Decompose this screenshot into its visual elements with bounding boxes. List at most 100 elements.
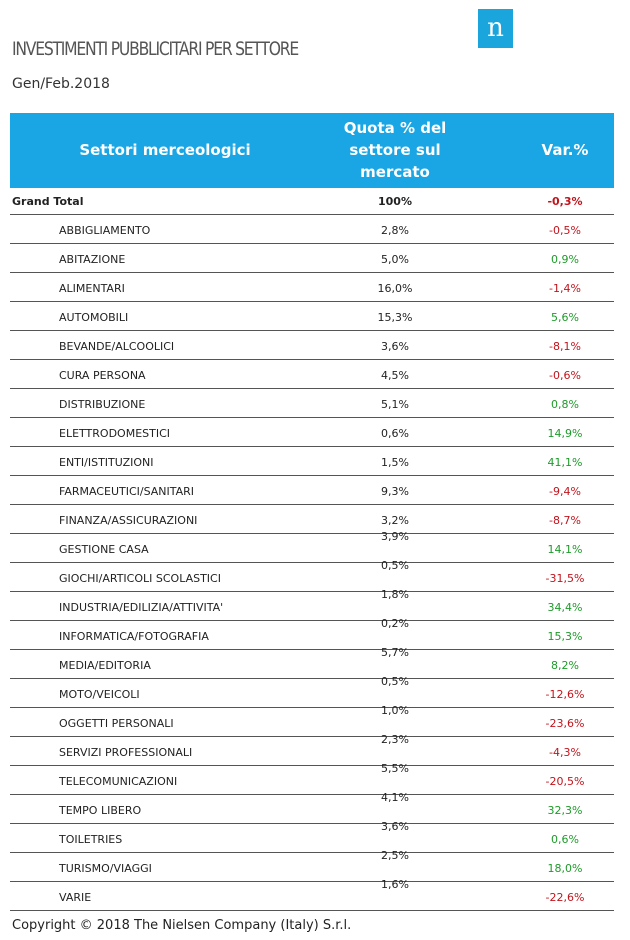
sector-var: 8,2%	[551, 659, 579, 672]
sector-var: 32,3%	[547, 804, 583, 817]
sector-var: -0,6%	[549, 369, 581, 382]
table-row: SERVIZI PROFESSIONALI 2,3% -4,3%	[10, 733, 614, 766]
sector-quota: 5,0%	[381, 253, 409, 266]
table-row: VARIE 1,6% -22,6%	[10, 878, 614, 911]
logo-letter: n	[487, 13, 504, 43]
header-quota-line2: settore sul	[349, 141, 441, 159]
table-row: CURA PERSONA 4,5% -0,6%	[10, 360, 614, 389]
sector-name: GESTIONE CASA	[59, 543, 149, 556]
table-row: GESTIONE CASA 3,9% 14,1%	[10, 530, 614, 563]
sector-name: ABBIGLIAMENTO	[59, 224, 151, 237]
sector-var: -9,4%	[549, 485, 581, 498]
sector-var: -22,6%	[545, 891, 585, 904]
sector-quota: 16,0%	[377, 282, 413, 295]
sector-quota: 5,5%	[381, 762, 409, 775]
sector-quota: 3,2%	[381, 514, 409, 527]
sector-quota: 0,6%	[381, 427, 409, 440]
header-sector: Settori merceologici	[79, 141, 251, 159]
sector-quota: 2,8%	[381, 224, 409, 237]
sector-name: OGGETTI PERSONALI	[59, 717, 174, 730]
table-row: ABITAZIONE 5,0% 0,9%	[10, 244, 614, 273]
sector-quota: 0,5%	[381, 559, 409, 572]
sector-table: Grand Total 100% -0,3% ABBIGLIAMENTO 2,8%…	[10, 188, 614, 911]
table-row: OGGETTI PERSONALI 1,0% -23,6%	[10, 704, 614, 737]
sector-var: 0,6%	[551, 833, 579, 846]
grand-total-row: Grand Total 100% -0,3%	[10, 188, 614, 215]
sector-var: -8,7%	[549, 514, 581, 527]
sector-var: 0,8%	[551, 398, 579, 411]
nielsen-logo: n	[478, 9, 513, 48]
sector-var: 18,0%	[547, 862, 583, 875]
table-row: ELETTRODOMESTICI 0,6% 14,9%	[10, 418, 614, 447]
sector-name: ENTI/ISTITUZIONI	[59, 456, 154, 469]
table-row: FINANZA/ASSICURAZIONI 3,2% -8,7%	[10, 505, 614, 534]
sector-quota: 1,8%	[381, 588, 409, 601]
sector-var: 34,4%	[547, 601, 583, 614]
sector-var: -31,5%	[545, 572, 585, 585]
sector-name: SERVIZI PROFESSIONALI	[59, 746, 193, 759]
sector-quota: 2,5%	[381, 849, 409, 862]
sector-var: 14,9%	[547, 427, 583, 440]
sector-quota: 1,6%	[381, 878, 409, 891]
page-title: INVESTIMENTI PUBBLICITARI PER SETTORE	[12, 38, 299, 60]
table-row: GIOCHI/ARTICOLI SCOLASTICI 0,5% -31,5%	[10, 559, 614, 592]
sector-quota: 5,1%	[381, 398, 409, 411]
table-row: DISTRIBUZIONE 5,1% 0,8%	[10, 389, 614, 418]
sector-name: ABITAZIONE	[59, 253, 126, 266]
sector-var: -4,3%	[549, 746, 581, 759]
sector-var: -8,1%	[549, 340, 581, 353]
sector-name: MEDIA/EDITORIA	[59, 659, 151, 672]
table-row: INDUSTRIA/EDILIZIA/ATTIVITA' 1,8% 34,4%	[10, 588, 614, 621]
sector-name: INFORMATICA/FOTOGRAFIA	[59, 630, 209, 643]
sector-name: MOTO/VEICOLI	[59, 688, 140, 701]
table-row: TOILETRIES 3,6% 0,6%	[10, 820, 614, 853]
sector-var: 15,3%	[547, 630, 583, 643]
table-row: TELECOMUNICAZIONI 5,5% -20,5%	[10, 762, 614, 795]
sector-quota: 3,9%	[381, 530, 409, 543]
sector-quota: 15,3%	[377, 311, 413, 324]
sector-name: TEMPO LIBERO	[59, 804, 142, 817]
grand-total-var: -0,3%	[547, 195, 583, 208]
sector-quota: 0,5%	[381, 675, 409, 688]
table-row: ENTI/ISTITUZIONI 1,5% 41,1%	[10, 447, 614, 476]
sector-quota: 1,5%	[381, 456, 409, 469]
sector-name: TOILETRIES	[59, 833, 123, 846]
table-row: MEDIA/EDITORIA 5,7% 8,2%	[10, 646, 614, 679]
sector-name: FINANZA/ASSICURAZIONI	[59, 514, 198, 527]
sector-name: BEVANDE/ALCOOLICI	[59, 340, 175, 353]
grand-total-label: Grand Total	[12, 195, 84, 208]
sector-var: -1,4%	[549, 282, 581, 295]
header-quota-line3: mercato	[360, 163, 430, 181]
sector-quota: 4,5%	[381, 369, 409, 382]
table-row: FARMACEUTICI/SANITARI 9,3% -9,4%	[10, 476, 614, 505]
sector-var: -0,5%	[549, 224, 581, 237]
sector-quota: 1,0%	[381, 704, 409, 717]
header-quota: Quota % del settore sul mercato	[320, 117, 470, 183]
sector-var: -12,6%	[545, 688, 585, 701]
header-quota-line1: Quota % del	[343, 119, 447, 137]
grand-total-quota: 100%	[378, 195, 412, 208]
sector-name: ALIMENTARI	[59, 282, 125, 295]
table-row: MOTO/VEICOLI 0,5% -12,6%	[10, 675, 614, 708]
sector-quota: 9,3%	[381, 485, 409, 498]
sector-name: TURISMO/VIAGGI	[59, 862, 152, 875]
sector-var: 41,1%	[547, 456, 583, 469]
sector-var: -20,5%	[545, 775, 585, 788]
sector-quota: 2,3%	[381, 733, 409, 746]
sector-var: 0,9%	[551, 253, 579, 266]
table-header: Settori merceologici Quota % del settore…	[10, 113, 614, 188]
sector-quota: 3,6%	[381, 340, 409, 353]
copyright-footer: Copyright © 2018 The Nielsen Company (It…	[12, 918, 352, 933]
sector-name: AUTOMOBILI	[59, 311, 129, 324]
sector-quota: 4,1%	[381, 791, 409, 804]
sector-var: 5,6%	[551, 311, 579, 324]
sector-name: DISTRIBUZIONE	[59, 398, 146, 411]
table-row: TURISMO/VIAGGI 2,5% 18,0%	[10, 849, 614, 882]
sector-name: ELETTRODOMESTICI	[59, 427, 171, 440]
table-row: BEVANDE/ALCOOLICI 3,6% -8,1%	[10, 331, 614, 360]
sector-name: TELECOMUNICAZIONI	[59, 775, 178, 788]
period-subtitle: Gen/Feb.2018	[12, 76, 110, 92]
table-row: INFORMATICA/FOTOGRAFIA 0,2% 15,3%	[10, 617, 614, 650]
sector-quota: 0,2%	[381, 617, 409, 630]
sector-var: 14,1%	[547, 543, 583, 556]
